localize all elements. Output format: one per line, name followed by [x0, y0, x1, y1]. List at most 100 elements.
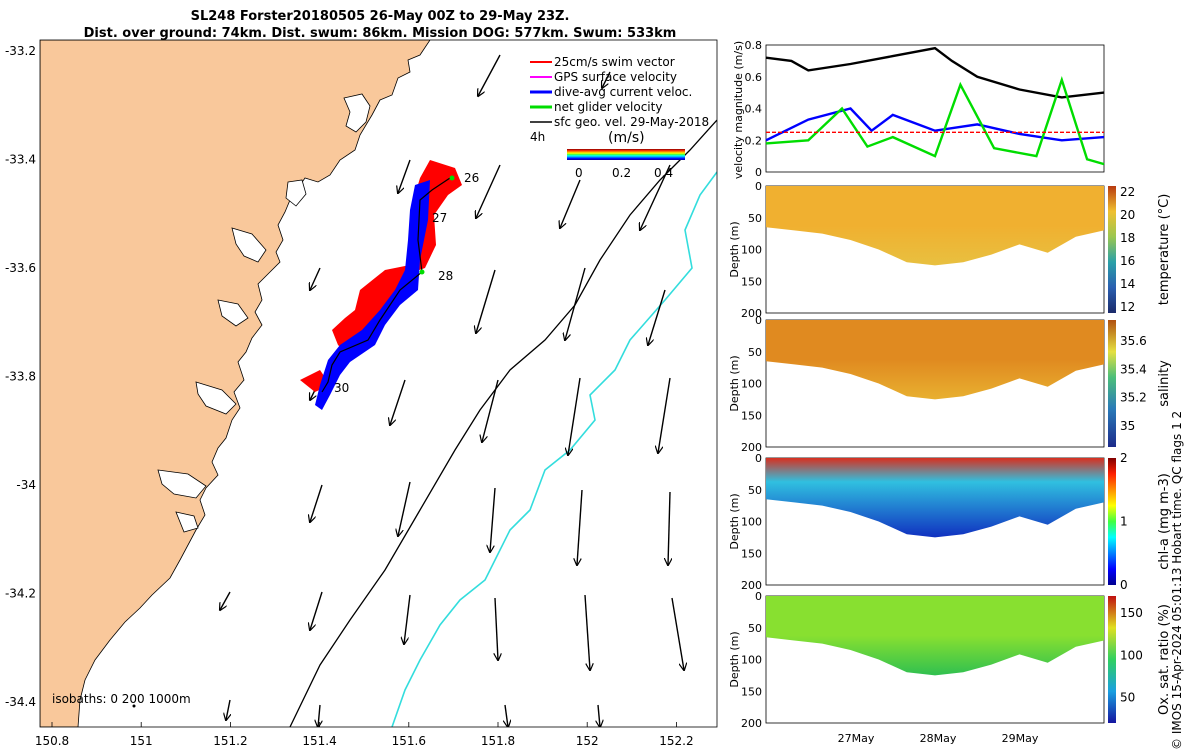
day-label-28: 28 [438, 269, 453, 283]
section-colorbar-tick: 35 [1120, 419, 1135, 433]
colorbar-unit: (m/s) [608, 130, 645, 146]
section-ytick: 100 [741, 654, 762, 667]
velocity-line-sfc-geo-vel- [765, 46, 1105, 99]
velocity-ytick: 0 [755, 166, 762, 179]
figure-title-line2: Dist. over ground: 74km. Dist. swum: 86k… [83, 26, 677, 41]
section-colorbar [1108, 596, 1116, 723]
section-colorbar-label: Ox. sat. ratio (%) [1157, 604, 1172, 715]
section-data-fill [766, 458, 1104, 538]
section-colorbar-label: chl-a (mg m-3) [1157, 473, 1172, 570]
map-frame [39, 39, 718, 728]
net-glider-track-line [321, 177, 451, 393]
legend-geo: sfc geo. vel. 29-May-2018 [554, 115, 709, 129]
section-ytick: 100 [741, 516, 762, 529]
section-ytick: 0 [755, 314, 762, 327]
velocity-panel: 0 0.2 0.4 0.6 0.8 velocity magnitude (m/s) [732, 39, 1105, 179]
section-xtick: 29May [1002, 732, 1039, 745]
map-lake [343, 93, 371, 133]
velocity-ytick: 0.2 [745, 134, 763, 147]
section-xtick: 28May [920, 732, 957, 745]
section-temperature: 0 50 100 150 200 Depth (m) 12 14 16 18 20 22 tempera… [728, 180, 1172, 320]
section-colorbar [1108, 186, 1116, 313]
sfc-geo-velocity-arrows [220, 54, 684, 727]
lat-tick-label: -33.8 [5, 370, 36, 384]
isobaths-note: isobaths: 0 200 1000m [52, 692, 191, 706]
section-ytick: 50 [748, 346, 762, 359]
lon-tick-label: 151.4 [302, 734, 336, 748]
section-ytick: 200 [741, 307, 762, 320]
map-lake [157, 469, 207, 499]
lat-tick-labels: -33.2 -33.4 -33.6 -33.8 -34 -34.2 -34.4 [5, 44, 36, 709]
lat-tick-label: -33.2 [5, 44, 36, 58]
section-colorbar-tick: 1 [1120, 515, 1128, 529]
credit-text: © IMOS 15-Apr-2024 05:01:13 Hobart time.… [1170, 410, 1184, 750]
section-colorbar-tick: 50 [1120, 691, 1135, 705]
lon-tick-label: 151.8 [481, 734, 515, 748]
lon-tick-label: 151 [130, 734, 153, 748]
section-chla: 0 50 100 150 200 Depth (m) 0 1 2 chl-a (mg m-3) [728, 451, 1172, 592]
section-colorbar-tick: 16 [1120, 254, 1135, 268]
day-label-27: 27 [432, 211, 447, 225]
colorbar-tick: 0.2 [612, 166, 631, 180]
section-ytick: 200 [741, 579, 762, 592]
day-marker [449, 175, 455, 181]
lat-tick-label: -34 [16, 478, 36, 492]
velocity-yticks: 0 0.2 0.4 0.6 0.8 [745, 39, 763, 179]
section-ylabel: Depth (m) [728, 493, 741, 549]
section-ytick: 150 [741, 547, 762, 560]
map-lake [231, 227, 267, 263]
glider-track [300, 160, 462, 410]
velocity-ytick: 0.8 [745, 39, 763, 52]
legend-gps: GPS surface velocity [554, 70, 677, 84]
map-lake [175, 511, 199, 533]
map-panel: 26 27 28 30 25cm/s swim vector GPS surfa… [5, 39, 718, 748]
lat-tick-label: -34.2 [5, 587, 36, 601]
map-lake [217, 299, 249, 327]
section-ytick: 150 [741, 409, 762, 422]
section-salinity: 0 50 100 150 200 Depth (m) 35 35.2 35.4 35.6 salin… [728, 314, 1172, 454]
section-ytick: 150 [741, 685, 762, 698]
figure-title-line1: SL248 Forster20180505 26-May 00Z to 29-M… [190, 9, 570, 24]
section-colorbar-label: temperature (°C) [1157, 194, 1172, 306]
section-colorbar-tick: 20 [1120, 208, 1135, 222]
day-label-26: 26 [464, 171, 479, 185]
legend-time-step: 4h [530, 130, 545, 144]
lat-tick-label: -33.4 [5, 153, 36, 167]
colorbar-tick: 0.4 [654, 166, 673, 180]
section-xtick: 27May [838, 732, 875, 745]
section-data-fill [766, 596, 1104, 676]
section-colorbar-label: salinity [1157, 360, 1172, 407]
legend-swim: 25cm/s swim vector [554, 55, 675, 69]
section-ox: 0 50 100 150 200 Depth (m) 50 100 150 Ox. sat. ra… [728, 590, 1172, 745]
isobath-1000m [391, 171, 717, 727]
section-ytick: 150 [741, 275, 762, 288]
section-colorbar [1108, 320, 1116, 447]
section-colorbar-tick: 18 [1120, 231, 1135, 245]
section-ytick: 0 [755, 590, 762, 603]
section-ylabel: Depth (m) [728, 355, 741, 411]
section-colorbar-tick: 14 [1120, 277, 1135, 291]
section-colorbar-tick: 12 [1120, 300, 1135, 314]
section-ytick: 50 [748, 212, 762, 225]
map-colorbar [567, 149, 685, 160]
velocity-frame [765, 44, 1105, 173]
section-data-fill [766, 186, 1104, 266]
lat-tick-label: -33.6 [5, 261, 36, 275]
lon-tick-labels: 150.8 151 151.2 151.4 151.6 151.8 152 152.2 [35, 722, 694, 748]
section-ylabel: Depth (m) [728, 631, 741, 687]
lon-tick-label: 152 [576, 734, 599, 748]
isobath-marker [132, 704, 136, 708]
lon-tick-label: 151.2 [213, 734, 247, 748]
lon-tick-label: 152.2 [659, 734, 693, 748]
section-colorbar-tick: 35.6 [1120, 334, 1147, 348]
velocity-ytick: 0.4 [745, 103, 763, 116]
section-ylabel: Depth (m) [728, 221, 741, 277]
section-ytick: 200 [741, 441, 762, 454]
map-lake [285, 179, 307, 207]
day-label-30: 30 [334, 381, 349, 395]
map-land [40, 40, 431, 727]
section-ytick: 200 [741, 717, 762, 730]
section-ytick: 50 [748, 622, 762, 635]
colorbar-tick: 0 [575, 166, 583, 180]
